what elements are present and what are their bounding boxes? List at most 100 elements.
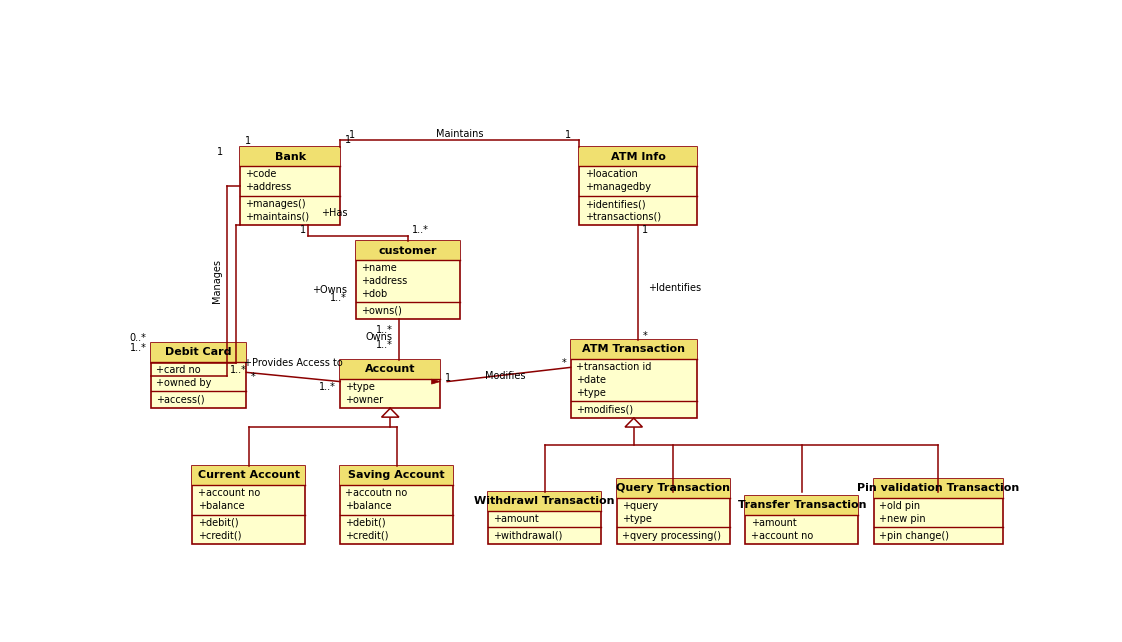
Text: +amount: +amount <box>494 514 539 524</box>
Text: +qvery processing(): +qvery processing() <box>622 531 721 541</box>
Text: +manages(): +manages() <box>246 199 306 209</box>
Text: +account no: +account no <box>751 531 813 541</box>
Text: +access(): +access() <box>156 395 204 405</box>
Text: +new pin: +new pin <box>880 514 926 524</box>
Bar <box>356 241 460 260</box>
Text: +pin change(): +pin change() <box>880 531 949 541</box>
Text: 1..*: 1..* <box>319 381 335 392</box>
Text: *: * <box>643 331 647 341</box>
Text: Maintains: Maintains <box>436 129 484 139</box>
Text: 1: 1 <box>564 130 571 140</box>
Text: customer: customer <box>379 245 438 256</box>
Bar <box>150 343 247 362</box>
Text: +type: +type <box>622 514 652 524</box>
Text: +type: +type <box>346 382 376 392</box>
Text: Current Account: Current Account <box>197 471 300 480</box>
Text: +dob: +dob <box>361 289 387 299</box>
Text: +Has: +Has <box>321 209 347 218</box>
Text: +old pin: +old pin <box>880 501 920 511</box>
Text: +withdrawal(): +withdrawal() <box>494 531 562 541</box>
Bar <box>340 360 440 379</box>
Text: +Provides Access to: +Provides Access to <box>243 358 342 369</box>
Text: +amount: +amount <box>751 518 797 528</box>
Text: 1..*: 1..* <box>230 365 247 375</box>
Text: 1: 1 <box>344 135 351 144</box>
Text: +balance: +balance <box>197 501 245 511</box>
Text: +date: +date <box>576 375 606 385</box>
Text: 1: 1 <box>245 136 250 146</box>
Text: 1..*: 1..* <box>129 343 146 353</box>
Text: +transaction id: +transaction id <box>576 362 651 372</box>
Text: +address: +address <box>361 276 407 286</box>
Bar <box>340 466 453 544</box>
Bar <box>579 147 697 166</box>
Text: +Owns: +Owns <box>312 285 347 295</box>
Text: Saving Account: Saving Account <box>349 471 445 480</box>
Text: 1: 1 <box>301 225 306 235</box>
Text: *: * <box>250 372 256 382</box>
Text: +managedby: +managedby <box>585 182 651 192</box>
Bar <box>745 496 858 544</box>
Text: Query Transaction: Query Transaction <box>616 483 730 493</box>
Text: Pin validation Transaction: Pin validation Transaction <box>857 483 1020 493</box>
Text: +loacation: +loacation <box>585 169 637 179</box>
Polygon shape <box>625 418 643 427</box>
Bar <box>745 496 858 514</box>
Text: +identifies(): +identifies() <box>585 199 645 209</box>
Bar <box>617 479 729 544</box>
Text: 1..*: 1..* <box>376 340 393 351</box>
Text: +type: +type <box>576 388 606 398</box>
Text: 1..*: 1..* <box>376 325 393 334</box>
Text: +code: +code <box>246 169 277 179</box>
Bar <box>874 479 1003 498</box>
Bar <box>240 147 340 225</box>
Text: Manages: Manages <box>212 259 222 303</box>
Text: Modifies: Modifies <box>485 371 526 381</box>
Text: Account: Account <box>365 364 415 374</box>
Bar <box>340 466 453 485</box>
Bar <box>617 479 729 498</box>
Text: Withdrawl Transaction: Withdrawl Transaction <box>475 496 615 506</box>
Text: +credit(): +credit() <box>197 531 241 541</box>
Text: 1: 1 <box>643 225 649 235</box>
Bar <box>193 466 305 485</box>
Text: Transfer Transaction: Transfer Transaction <box>738 500 866 510</box>
Text: 1: 1 <box>349 130 355 140</box>
Text: 1: 1 <box>444 372 451 383</box>
Text: +owns(): +owns() <box>361 306 402 316</box>
Bar <box>874 479 1003 544</box>
Polygon shape <box>381 408 399 417</box>
Text: +card no: +card no <box>156 365 201 375</box>
Text: +accoutn no: +accoutn no <box>346 489 407 498</box>
Text: +owner: +owner <box>346 395 384 405</box>
Text: ATM Transaction: ATM Transaction <box>582 344 686 354</box>
Bar <box>150 343 247 408</box>
Bar <box>193 466 305 544</box>
Text: +owned by: +owned by <box>156 378 211 388</box>
Text: +debit(): +debit() <box>197 518 238 528</box>
Bar <box>240 147 340 166</box>
Bar <box>488 492 601 510</box>
Text: +query: +query <box>622 501 659 511</box>
Text: Bank: Bank <box>275 152 306 162</box>
Polygon shape <box>432 379 440 384</box>
Text: ATM Info: ATM Info <box>610 152 665 162</box>
Text: +Identifies: +Identifies <box>649 282 701 293</box>
Bar <box>571 340 697 418</box>
Text: 0..*: 0..* <box>129 333 146 343</box>
Bar <box>579 147 697 225</box>
Text: 1..*: 1..* <box>330 293 347 302</box>
Text: 1..*: 1..* <box>413 225 430 235</box>
Bar <box>356 241 460 319</box>
Text: +balance: +balance <box>346 501 392 511</box>
Text: *: * <box>562 358 567 369</box>
Text: +debit(): +debit() <box>346 518 386 528</box>
Text: Debit Card: Debit Card <box>165 347 232 358</box>
Text: +modifies(): +modifies() <box>576 404 633 415</box>
Text: +maintains(): +maintains() <box>246 212 310 222</box>
Text: +transactions(): +transactions() <box>585 212 661 222</box>
Bar <box>488 492 601 544</box>
Bar <box>571 340 697 359</box>
Text: +credit(): +credit() <box>346 531 389 541</box>
Bar <box>340 360 440 408</box>
